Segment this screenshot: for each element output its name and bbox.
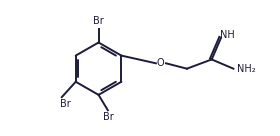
Text: O: O	[157, 58, 164, 68]
Text: NH₂: NH₂	[237, 64, 255, 74]
Text: Br: Br	[103, 112, 114, 122]
Text: NH: NH	[220, 30, 235, 40]
Text: Br: Br	[60, 99, 71, 109]
Text: Br: Br	[93, 16, 104, 26]
